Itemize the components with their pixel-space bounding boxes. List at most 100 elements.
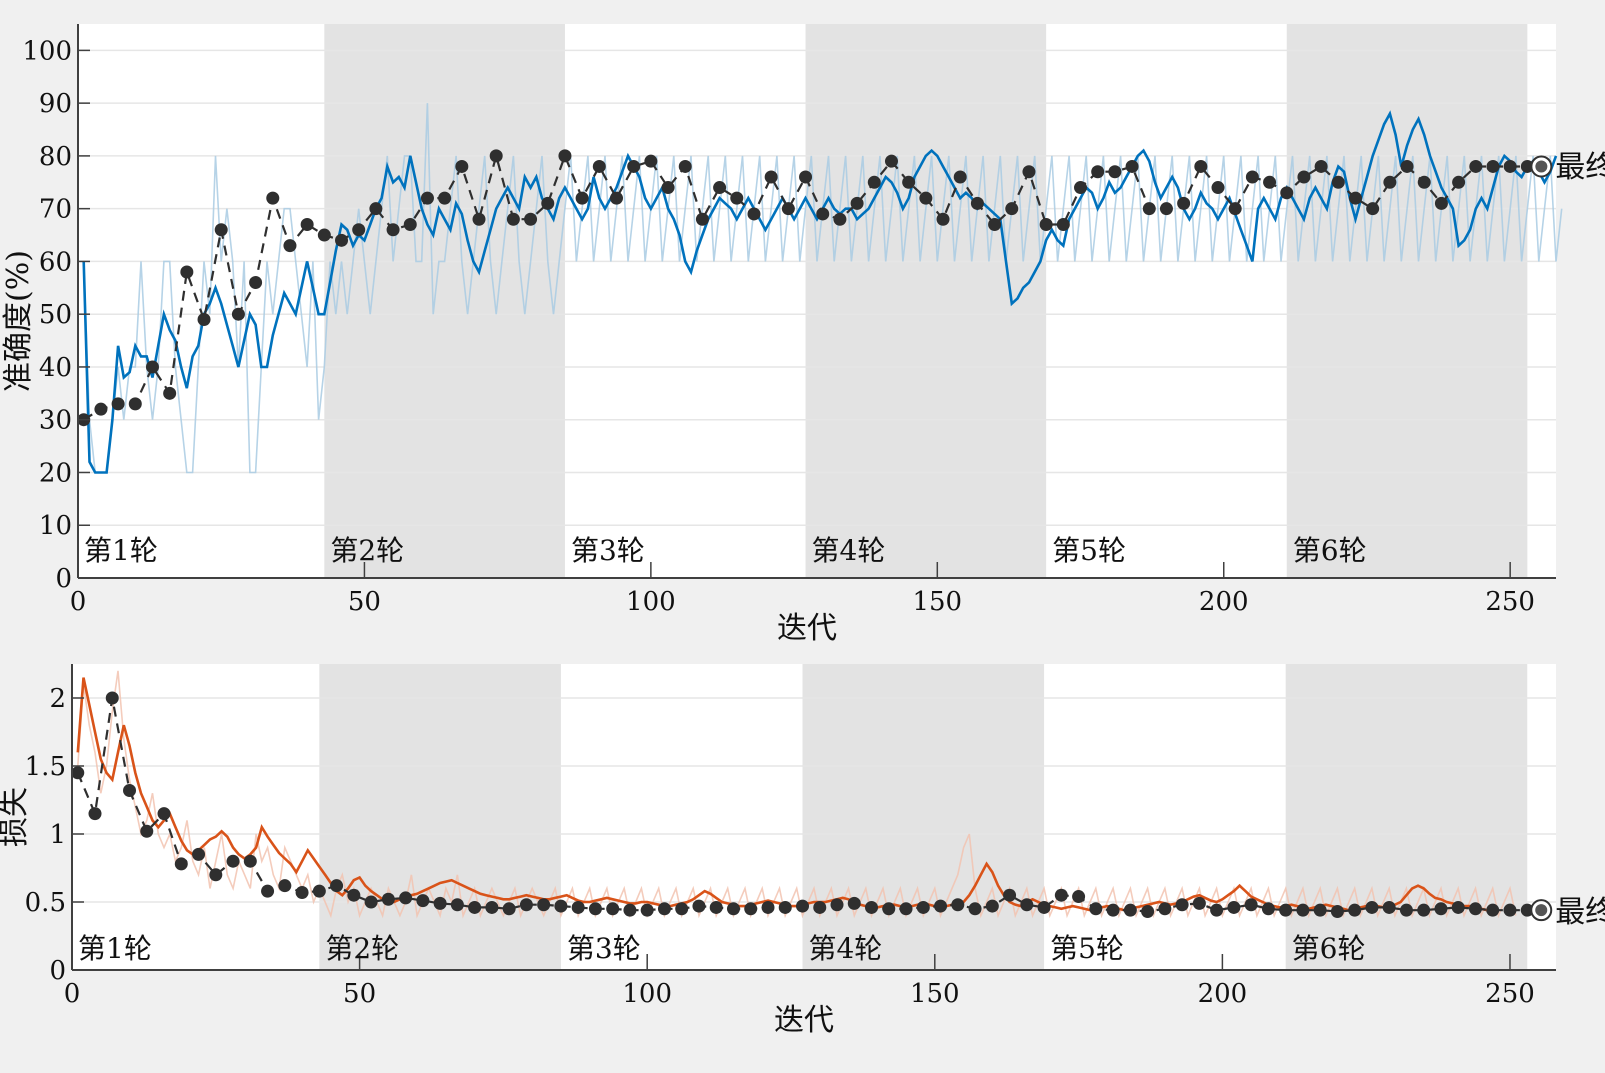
y-tick-label: 1 [49,820,66,850]
x-axis-title: 迭代 [777,611,837,646]
y-tick-label: 30 [39,406,72,436]
validation-point [1520,159,1534,173]
y-tick-label: 90 [39,89,72,119]
validation-point [537,898,551,912]
validation-point [867,175,881,189]
validation-point [726,902,740,916]
x-tick-label: 150 [912,587,962,617]
accuracy-chart: 0 10 20 30 40 50 60 70 80 90 100 0 50 100 150 200 250 第1轮… [1,24,1605,646]
validation-point [1382,900,1396,914]
validation-point [145,360,159,374]
validation-point [1468,902,1482,916]
epoch-label: 第2轮 [325,932,399,965]
validation-point [609,191,623,205]
validation-point [1520,903,1534,917]
x-tick-label: 0 [70,587,87,617]
epoch-label: 第1轮 [84,534,158,567]
x-tick-label: 100 [626,587,676,617]
validation-point [180,265,194,279]
validation-point [778,900,792,914]
validation-point [1399,903,1413,917]
validation-point [472,212,486,226]
x-axis-title: 迭代 [774,1003,834,1038]
validation-point [524,212,538,226]
y-tick-label: 2 [49,684,66,714]
validation-point [833,212,847,226]
validation-point [661,181,675,195]
validation-point [968,902,982,916]
epoch-label: 第4轮 [812,534,886,567]
validation-point [416,894,430,908]
validation-point [1244,898,1258,912]
validation-point [71,766,85,780]
epoch-label: 第1轮 [78,932,152,965]
validation-point [1228,202,1242,216]
validation-point [300,217,314,231]
validation-point [865,900,879,914]
validation-point [1074,181,1088,195]
validation-point [335,233,349,247]
validation-point [1469,159,1483,173]
validation-point [1348,903,1362,917]
validation-point [243,854,257,868]
validation-point [1365,900,1379,914]
epoch-band [802,664,1045,970]
validation-point [1314,159,1328,173]
validation-point [1297,170,1311,184]
validation-point [847,896,861,910]
validation-point [902,175,916,189]
validation-point [816,207,830,221]
y-tick-label: 1.5 [25,752,66,782]
validation-point [519,898,533,912]
validation-point [1022,165,1036,179]
validation-point [1158,902,1172,916]
validation-point [261,884,275,898]
validation-point [128,397,142,411]
validation-point [1159,202,1173,216]
validation-point [438,191,452,205]
epoch-band [805,24,1047,578]
validation-point [369,202,383,216]
epoch-label: 第6轮 [1292,932,1366,965]
validation-point [1296,903,1310,917]
validation-point [1313,903,1327,917]
validation-point [554,899,568,913]
validation-point [163,386,177,400]
x-tick-label: 50 [348,587,381,617]
loss-chart: 0 0.5 1 1.5 2 0 50 100 150 200 250 第1轮 第2轮 第3轮 第4轮 第5轮 第… [0,664,1605,1038]
epoch-label: 第5轮 [1050,932,1124,965]
validation-point [347,888,361,902]
validation-point [592,159,606,173]
validation-point [1072,890,1086,904]
validation-point [506,212,520,226]
validation-point [1037,900,1051,914]
validation-point [744,902,758,916]
validation-point [709,900,723,914]
validation-point [1280,186,1294,200]
validation-point [214,223,228,237]
validation-point [1434,196,1448,210]
validation-point [1177,196,1191,210]
y-tick-label: 60 [39,247,72,277]
x-tick-label: 100 [622,979,672,1009]
validation-point [1417,175,1431,189]
validation-point [588,902,602,916]
validation-point [433,896,447,910]
validation-point [174,857,188,871]
x-tick-label: 150 [910,979,960,1009]
validation-point [1383,175,1397,189]
validation-point [884,154,898,168]
validation-point [953,170,967,184]
validation-point [399,891,413,905]
validation-point [1003,888,1017,902]
validation-point [489,149,503,163]
validation-point [312,884,326,898]
validation-point [1142,202,1156,216]
validation-point [1348,191,1362,205]
validation-point [644,154,658,168]
validation-point [1091,165,1105,179]
validation-point [352,223,366,237]
validation-point [1056,217,1070,231]
x-tick-label: 250 [1485,587,1535,617]
